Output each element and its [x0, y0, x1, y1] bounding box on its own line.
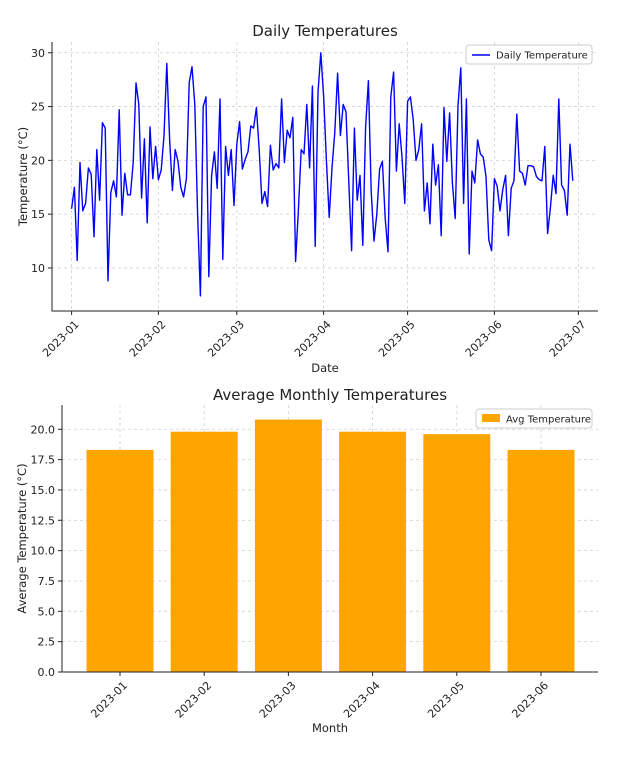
bar-2023-02	[170, 431, 238, 672]
legend-bar-swatch	[482, 414, 500, 422]
bar-2023-06	[507, 449, 575, 672]
legend: Avg Temperature	[475, 408, 593, 429]
bar-2023-05	[423, 434, 491, 672]
y-tick-label: 12.5	[31, 514, 56, 527]
x-tick-label: 2023-06	[463, 318, 505, 360]
x-tick-label: 2023-03	[205, 318, 247, 360]
chart-title: Average Monthly Temperatures	[213, 386, 447, 404]
y-tick-label: 2.5	[38, 636, 56, 649]
x-tick-label: 2023-04	[292, 318, 334, 360]
bar-2023-04	[339, 431, 407, 672]
y-tick-label: 20.0	[31, 423, 56, 436]
legend: Daily Temperature	[465, 44, 593, 65]
y-tick-label: 20	[31, 154, 45, 167]
x-tick-label: 2023-07	[547, 318, 589, 360]
y-tick-label: 15	[31, 208, 45, 221]
axes-spines	[61, 405, 598, 673]
bar-2023-03	[254, 419, 322, 672]
y-axis-label: Temperature (°C)	[16, 127, 30, 227]
legend-box	[475, 408, 593, 429]
legend-box	[465, 44, 593, 65]
bar-2023-01	[86, 449, 154, 672]
x-axis-label: Date	[311, 361, 339, 375]
chart-title: Daily Temperatures	[252, 22, 398, 40]
x-tick-label: 2023-02	[127, 318, 169, 360]
x-tick-label: 2023-01	[88, 679, 130, 721]
y-tick-label: 5.0	[38, 605, 56, 618]
x-tick-label: 2023-05	[425, 679, 467, 721]
x-tick-label: 2023-01	[40, 318, 82, 360]
y-tick-label: 15.0	[31, 484, 56, 497]
x-tick-label: 2023-06	[509, 679, 551, 721]
y-tick-label: 10	[31, 262, 45, 275]
y-tick-label: 10.0	[31, 545, 56, 558]
x-axis-label: Month	[312, 721, 348, 735]
y-tick-label: 0.0	[38, 666, 56, 679]
x-tick-label: 2023-05	[376, 318, 418, 360]
daily-temperature-chart: 10 15 20 25 30 2023-01 2023-02 2023-03 2023-04 20…	[16, 22, 598, 375]
y-tick-label: 17.5	[31, 454, 56, 467]
y-tick-label: 25	[31, 101, 45, 114]
legend-label: Daily Temperature	[496, 51, 588, 62]
x-tick-label: 2023-02	[173, 679, 215, 721]
x-tick-label: 2023-04	[341, 679, 383, 721]
y-tick-label: 7.5	[38, 575, 56, 588]
y-tick-label: 30	[31, 47, 45, 60]
axes-spines	[51, 42, 598, 312]
monthly-average-chart: 0.0 2.5 5.0 7.5 10.0 12.5 15.0 17.5 20.0 2023-01 2…	[15, 386, 598, 735]
daily-temperature-line	[70, 52, 574, 297]
y-axis-label: Average Temperature (°C)	[15, 463, 29, 613]
x-tick-label: 2023-03	[257, 679, 299, 721]
legend-label: Avg Temperature	[506, 415, 591, 426]
